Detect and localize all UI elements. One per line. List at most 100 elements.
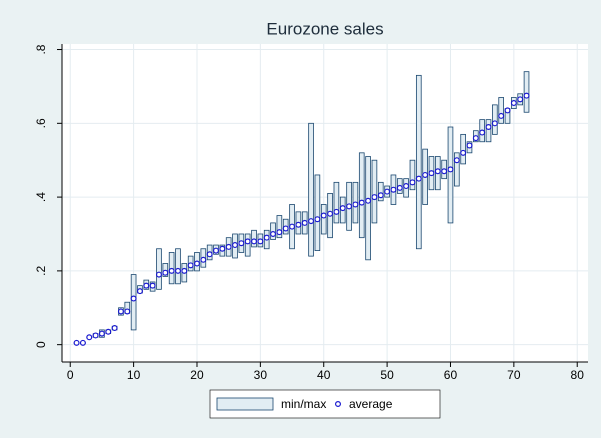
average-point <box>263 234 270 241</box>
average-point <box>174 267 181 274</box>
average-point <box>403 183 410 190</box>
average-point <box>447 166 454 173</box>
average-point <box>498 112 505 119</box>
average-point <box>422 171 429 178</box>
average-point <box>510 100 517 107</box>
chart-title: Eurozone sales <box>266 19 383 38</box>
average-point <box>257 238 264 245</box>
x-tick-label: 50 <box>380 368 394 382</box>
average-point <box>371 194 378 201</box>
range-bar <box>460 133 466 165</box>
range-bar <box>333 181 340 224</box>
x-tick-label: 0 <box>67 368 74 382</box>
average-point <box>111 325 118 332</box>
average-point <box>491 120 498 127</box>
x-tick-label: 20 <box>190 368 204 382</box>
average-point <box>339 205 346 212</box>
range-bar <box>447 126 454 224</box>
legend-marker <box>335 401 342 408</box>
average-point <box>86 334 93 341</box>
average-point <box>289 223 296 230</box>
average-point <box>92 332 99 339</box>
legend-label: average <box>349 397 393 411</box>
average-point <box>130 295 137 302</box>
x-tick-label: 60 <box>444 368 458 382</box>
y-tick-label: 0 <box>34 341 48 348</box>
y-tick-label: .4 <box>34 192 48 202</box>
range-bar <box>156 248 162 290</box>
y-tick-label: .6 <box>34 118 48 128</box>
average-point <box>200 256 207 263</box>
average-point <box>308 218 315 225</box>
average-point <box>238 240 245 247</box>
y-tick-label: .2 <box>34 266 48 276</box>
average-point <box>472 135 479 142</box>
average-point <box>187 262 194 269</box>
average-point <box>320 212 327 219</box>
average-point <box>206 251 213 258</box>
range-bar <box>498 97 504 124</box>
average-point <box>270 230 277 237</box>
average-point <box>434 168 441 175</box>
average-point <box>504 107 511 114</box>
range-bar <box>308 122 314 257</box>
average-point <box>232 242 239 249</box>
average-point <box>523 92 530 99</box>
y-tick-label: .8 <box>34 44 48 54</box>
average-point <box>295 221 302 228</box>
x-tick-label: 40 <box>317 368 331 382</box>
average-point <box>365 197 372 204</box>
range-bar <box>175 248 181 285</box>
average-point <box>517 96 524 103</box>
range-bar <box>454 152 460 187</box>
average-point <box>149 282 156 289</box>
average-point <box>409 179 416 186</box>
x-tick-label: 70 <box>507 368 521 382</box>
range-bar <box>320 204 327 235</box>
plot-area <box>62 44 588 362</box>
range-bar <box>415 74 422 250</box>
average-point <box>453 157 460 164</box>
range-bar <box>485 119 492 143</box>
average-point <box>136 288 143 295</box>
average-point <box>485 124 492 131</box>
average-point <box>333 208 340 215</box>
x-tick-label: 30 <box>254 368 268 382</box>
average-point <box>384 188 391 195</box>
average-point <box>79 339 86 346</box>
average-point <box>225 243 232 250</box>
average-point <box>352 201 359 208</box>
range-bar <box>371 159 378 224</box>
range-bar <box>523 71 530 113</box>
range-bar <box>377 181 384 202</box>
average-point <box>244 238 251 245</box>
average-point <box>168 267 175 274</box>
average-point <box>155 271 162 278</box>
average-point <box>219 245 226 252</box>
average-point <box>73 339 80 346</box>
range-bar <box>314 174 321 251</box>
average-point <box>124 308 131 315</box>
average-point <box>327 210 334 217</box>
average-point <box>415 175 422 182</box>
range-bar <box>358 152 365 239</box>
average-point <box>460 149 467 156</box>
average-point <box>428 170 435 177</box>
average-point <box>282 225 289 232</box>
range-bar <box>244 233 251 257</box>
average-point <box>98 330 105 337</box>
average-point <box>276 229 283 236</box>
average-point <box>377 192 384 199</box>
average-point <box>314 216 321 223</box>
legend-swatch <box>216 397 274 411</box>
average-point <box>479 129 486 136</box>
average-point <box>162 269 169 276</box>
range-bar <box>130 274 137 331</box>
average-point <box>212 247 219 254</box>
range-bar <box>409 159 416 191</box>
average-point <box>181 267 188 274</box>
range-bar <box>492 104 498 135</box>
average-point <box>441 168 448 175</box>
legend-label: min/max <box>281 397 326 411</box>
